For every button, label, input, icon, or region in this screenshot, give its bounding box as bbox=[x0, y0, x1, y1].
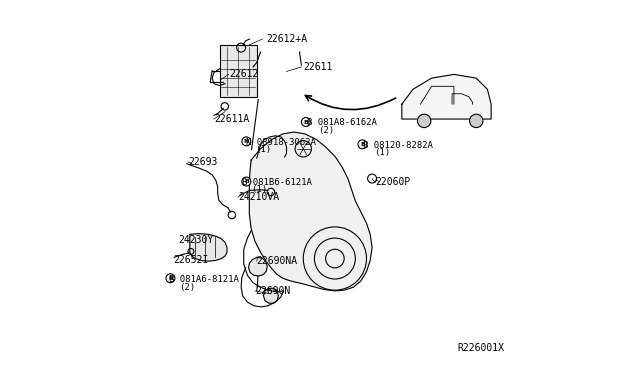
Text: (1): (1) bbox=[374, 148, 390, 157]
Text: 22060P: 22060P bbox=[376, 177, 411, 187]
Polygon shape bbox=[402, 74, 491, 119]
Polygon shape bbox=[248, 257, 267, 276]
Circle shape bbox=[470, 114, 483, 128]
Text: (2): (2) bbox=[179, 283, 195, 292]
Circle shape bbox=[242, 177, 251, 186]
Circle shape bbox=[166, 274, 175, 283]
Text: N 08918-3062A: N 08918-3062A bbox=[246, 138, 316, 147]
Text: B 08120-8282A: B 08120-8282A bbox=[363, 141, 433, 150]
Text: (1): (1) bbox=[251, 185, 268, 194]
Text: B: B bbox=[244, 179, 249, 184]
Text: N: N bbox=[244, 139, 249, 144]
Text: 22611A: 22611A bbox=[214, 114, 249, 124]
Text: 22612+A: 22612+A bbox=[266, 34, 307, 44]
Circle shape bbox=[358, 140, 367, 149]
Text: B: B bbox=[360, 142, 365, 147]
Text: 22612: 22612 bbox=[229, 70, 258, 79]
Circle shape bbox=[417, 114, 431, 128]
Circle shape bbox=[242, 137, 251, 146]
Text: B: B bbox=[168, 276, 173, 281]
Text: (1): (1) bbox=[255, 145, 271, 154]
Text: 24210VA: 24210VA bbox=[238, 192, 279, 202]
Text: B 081A6-8121A: B 081A6-8121A bbox=[170, 275, 239, 284]
Text: 22690N: 22690N bbox=[255, 286, 290, 296]
Text: B 081A8-6162A: B 081A8-6162A bbox=[307, 118, 377, 127]
Circle shape bbox=[301, 118, 310, 126]
Polygon shape bbox=[264, 288, 278, 303]
Text: R226001X: R226001X bbox=[458, 343, 504, 353]
Text: 22611: 22611 bbox=[303, 62, 333, 72]
FancyBboxPatch shape bbox=[220, 45, 257, 97]
Text: B 081B6-6121A: B 081B6-6121A bbox=[242, 178, 312, 187]
Text: 22690NA: 22690NA bbox=[257, 256, 298, 266]
Polygon shape bbox=[250, 132, 372, 291]
Text: 22693: 22693 bbox=[188, 157, 218, 167]
Polygon shape bbox=[190, 234, 227, 261]
Text: 24230Y: 24230Y bbox=[179, 235, 214, 245]
Text: B: B bbox=[303, 119, 308, 125]
Text: 22652I: 22652I bbox=[173, 256, 208, 265]
Text: (2): (2) bbox=[318, 126, 334, 135]
